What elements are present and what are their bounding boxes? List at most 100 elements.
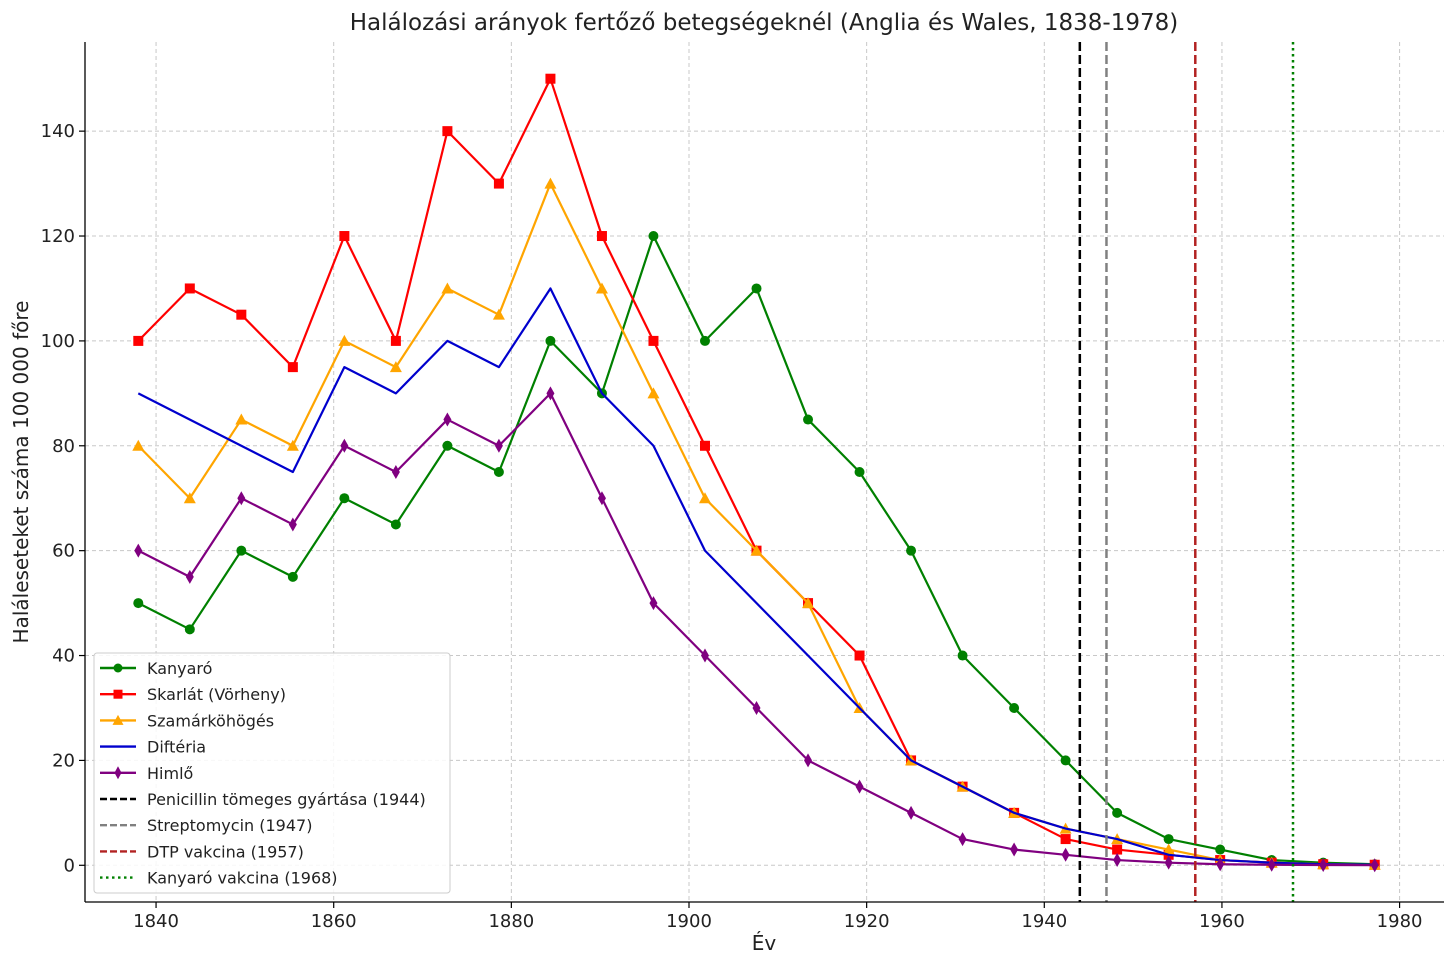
data-point (854, 467, 865, 477)
data-point (545, 335, 556, 346)
data-point (1164, 855, 1173, 870)
data-point (700, 648, 709, 663)
legend-label: DTP vakcina (1957) (147, 842, 304, 861)
y-axis-ticks: 0 20 40 60 80 100 120 140 (41, 121, 85, 876)
data-point (183, 492, 196, 504)
data-point (1112, 807, 1123, 818)
x-tick-label: 1980 (1377, 911, 1423, 932)
data-point (595, 282, 608, 294)
data-point (134, 543, 143, 558)
y-tick-label: 0 (64, 855, 75, 876)
data-point (441, 282, 454, 294)
legend-marker (113, 689, 123, 699)
legend-entry: Diftéria (100, 738, 206, 757)
data-point (442, 440, 453, 451)
data-point (546, 386, 555, 401)
data-point (1060, 834, 1071, 845)
data-point (648, 231, 659, 242)
data-point (544, 177, 557, 189)
axes (84, 42, 1444, 903)
data-point (1163, 834, 1174, 845)
data-point (1060, 755, 1071, 766)
data-point (235, 413, 248, 425)
data-point (492, 308, 505, 320)
data-point (237, 491, 246, 506)
x-tick-label: 1880 (488, 911, 534, 932)
data-point (699, 440, 710, 451)
y-tick-label: 40 (52, 646, 75, 667)
data-point (698, 492, 711, 504)
data-point (1061, 847, 1070, 862)
data-point (391, 465, 400, 479)
data-point (1112, 844, 1123, 855)
grid (85, 42, 1444, 902)
legend-label: Penicillin tömeges gyártása (1944) (147, 790, 426, 809)
data-point (648, 335, 659, 346)
legend-marker (112, 714, 124, 725)
data-point (1009, 702, 1020, 713)
x-tick-label: 1860 (311, 911, 357, 932)
data-point (1215, 844, 1226, 855)
data-point (596, 231, 607, 242)
data-point (389, 361, 402, 373)
data-point (493, 467, 504, 477)
data-point (287, 362, 298, 373)
data-point (804, 753, 813, 768)
y-axis-label: Haláleseteket száma 100 000 főre (9, 301, 33, 644)
legend-entry: DTP vakcina (1957) (100, 842, 304, 861)
legend-label: Kanyaró (147, 659, 212, 678)
data-point (390, 519, 401, 530)
data-point (751, 283, 762, 294)
data-point (1162, 843, 1175, 855)
data-point (338, 334, 351, 346)
legend-label: Kanyaró vakcina (1968) (147, 869, 338, 888)
data-point (597, 491, 606, 506)
legend-frame (93, 652, 451, 894)
data-point (340, 438, 349, 453)
y-tick-label: 100 (41, 331, 75, 352)
data-point (493, 178, 504, 189)
data-point (184, 624, 195, 635)
data-point (185, 569, 194, 584)
legend-label: Himlő (147, 764, 193, 783)
y-tick-label: 120 (41, 226, 75, 247)
data-point (1319, 858, 1328, 873)
series-4 (134, 386, 1379, 873)
data-point (339, 493, 350, 504)
data-point (287, 571, 298, 582)
data-point (649, 596, 658, 611)
data-point (854, 650, 865, 661)
series-0 (133, 231, 1380, 870)
data-point (443, 412, 452, 427)
data-point (133, 335, 144, 346)
data-point (957, 650, 968, 661)
data-point (855, 779, 864, 794)
x-tick-label: 1940 (1021, 911, 1067, 932)
x-tick-label: 1900 (666, 911, 712, 932)
data-point (132, 439, 145, 451)
data-point (545, 73, 556, 84)
legend-label: Diftéria (147, 738, 206, 757)
data-point (1267, 857, 1276, 872)
data-point (802, 597, 815, 609)
data-point (907, 805, 916, 820)
legend-entry: Szamárköhögés (100, 711, 274, 730)
data-point (699, 335, 710, 346)
data-point (184, 283, 195, 294)
x-tick-label: 1920 (844, 911, 890, 932)
data-point (339, 231, 350, 242)
data-point (750, 544, 763, 556)
data-point (442, 126, 453, 137)
y-tick-label: 20 (52, 750, 75, 771)
data-point (1113, 853, 1122, 868)
data-point (236, 545, 247, 556)
plot-area (132, 73, 1381, 873)
series-line (137, 287, 1375, 866)
x-axis-label: Év (752, 931, 777, 955)
data-point (133, 598, 144, 609)
x-axis-ticks: 1840 1860 1880 1900 1920 1940 1960 1980 (133, 902, 1422, 932)
data-point (1370, 858, 1379, 873)
legend-entry: Streptomycin (1947) (100, 816, 312, 835)
y-tick-label: 80 (52, 436, 75, 457)
legend-entry: Himlő (100, 764, 193, 783)
